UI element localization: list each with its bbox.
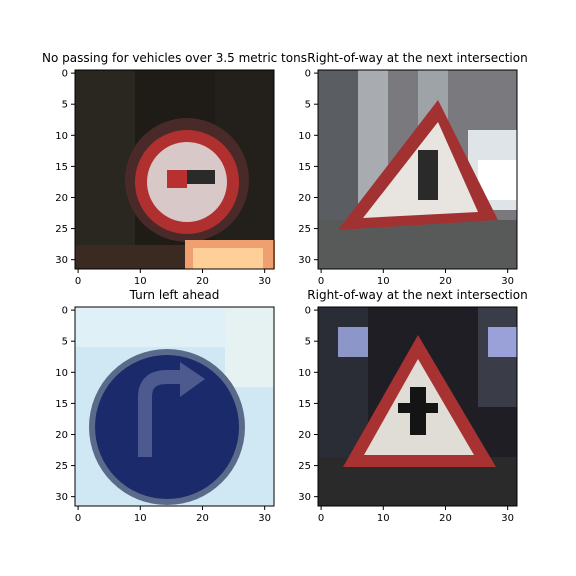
panel-title: No passing for vehicles over 3.5 metric … [42, 51, 307, 65]
x-tick-label: 30 [258, 276, 271, 287]
x-tick-label: 20 [196, 276, 209, 287]
y-tick-label: 30 [298, 492, 311, 503]
image-turn-left-sign: 0 5 10 15 20 25 30 0 10 20 30 [55, 306, 275, 524]
y-tick-label: 25 [55, 224, 68, 235]
y-tick-label: 20 [298, 193, 311, 204]
y-tick-label: 20 [55, 430, 68, 441]
panel-no-passing: No passing for vehicles over 3.5 metric … [42, 51, 307, 287]
y-tick-label: 25 [298, 461, 311, 472]
panel-title: Right-of-way at the next intersection [307, 51, 528, 65]
x-tick-label: 10 [377, 276, 390, 287]
y-tick-label: 5 [305, 100, 311, 111]
axes-frame [74, 69, 275, 270]
y-tick-label: 15 [298, 162, 311, 173]
image-right-of-way-sign: 0 5 10 15 20 25 30 0 10 20 30 [298, 306, 518, 524]
y-tick-label: 30 [55, 492, 68, 503]
axes-frame [74, 306, 275, 507]
x-tick-label: 10 [134, 276, 147, 287]
y-tick-label: 10 [55, 131, 68, 142]
x-tick-label: 0 [318, 276, 324, 287]
panel-title: Right-of-way at the next intersection [307, 288, 528, 302]
y-tick-label: 0 [62, 306, 68, 317]
y-tick-label: 25 [298, 224, 311, 235]
y-tick-label: 10 [55, 368, 68, 379]
panel-turn-left: Turn left ahead 0 5 10 15 20 25 30 0 10 20 30 [55, 288, 275, 524]
x-tick-label: 30 [501, 276, 514, 287]
y-tick-label: 10 [298, 131, 311, 142]
y-tick-label: 30 [55, 255, 68, 266]
y-tick-label: 15 [55, 162, 68, 173]
axes-frame [317, 306, 518, 507]
x-tick-label: 20 [439, 513, 452, 524]
axes-frame [317, 69, 518, 270]
x-tick-label: 30 [258, 513, 271, 524]
y-tick-label: 0 [62, 69, 68, 80]
x-tick-label: 20 [196, 513, 209, 524]
image-right-of-way-sign: 0 5 10 15 20 25 30 0 10 20 30 [298, 69, 518, 287]
y-tick-label: 25 [55, 461, 68, 472]
x-tick-label: 0 [75, 276, 81, 287]
y-tick-label: 15 [55, 399, 68, 410]
y-tick-label: 30 [298, 255, 311, 266]
x-tick-label: 0 [75, 513, 81, 524]
x-tick-label: 10 [134, 513, 147, 524]
image-no-passing-sign: 0 5 10 15 20 25 30 0 10 20 30 [55, 69, 275, 287]
y-tick-label: 5 [62, 337, 68, 348]
y-tick-label: 0 [305, 69, 311, 80]
x-tick-label: 30 [501, 513, 514, 524]
y-tick-label: 10 [298, 368, 311, 379]
x-tick-label: 20 [439, 276, 452, 287]
y-tick-label: 20 [298, 430, 311, 441]
y-tick-label: 20 [55, 193, 68, 204]
y-tick-label: 5 [62, 100, 68, 111]
panel-title: Turn left ahead [129, 288, 220, 302]
y-tick-label: 15 [298, 399, 311, 410]
panel-right-of-way-1: Right-of-way at the next intersection 0 5… [298, 51, 527, 287]
y-tick-label: 5 [305, 337, 311, 348]
panel-right-of-way-2: Right-of-way at the next intersection 0 5… [298, 288, 527, 524]
x-tick-label: 0 [318, 513, 324, 524]
x-tick-label: 10 [377, 513, 390, 524]
y-tick-label: 0 [305, 306, 311, 317]
